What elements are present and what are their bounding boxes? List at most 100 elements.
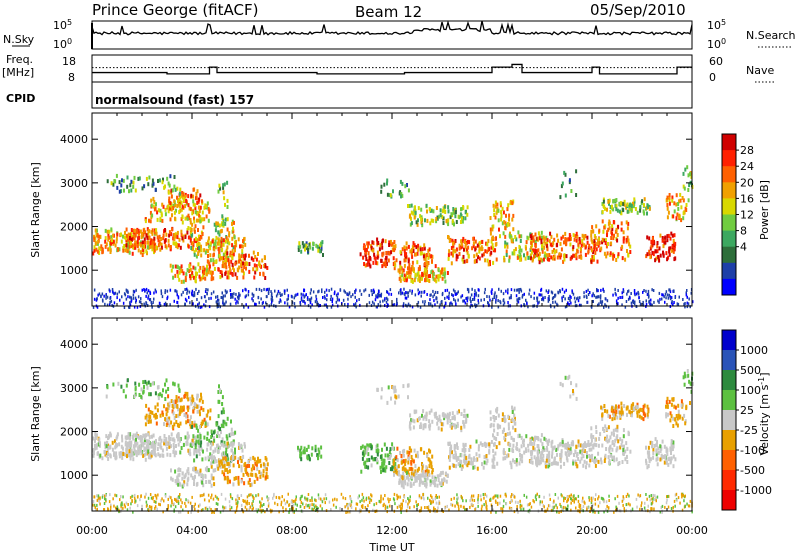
heatmap-cell [186, 419, 189, 424]
heatmap-cell [191, 274, 194, 278]
heatmap-cell [541, 244, 543, 248]
heatmap-cell [555, 461, 557, 466]
heatmap-cell [220, 410, 223, 415]
heatmap-cell [197, 252, 200, 256]
heatmap-cell [467, 461, 470, 466]
heatmap-cell [518, 297, 521, 301]
heatmap-cell [579, 249, 582, 254]
heatmap-cell [201, 473, 203, 478]
heatmap-cell [428, 302, 430, 306]
heatmap-cell [585, 451, 588, 455]
heatmap-cell [146, 235, 149, 240]
heatmap-cell [408, 424, 411, 429]
heatmap-cell [390, 239, 392, 244]
heatmap-cell [591, 458, 594, 462]
heatmap-cell [593, 239, 596, 243]
heatmap-cell [454, 249, 457, 254]
heatmap-cell [115, 236, 118, 241]
heatmap-cell [490, 239, 493, 244]
heatmap-cell [380, 294, 382, 298]
heatmap-cell [129, 295, 131, 299]
heatmap-cell [497, 305, 500, 309]
heatmap-cell [147, 229, 150, 234]
heatmap-cell [151, 305, 153, 309]
heatmap-cell [153, 230, 156, 235]
heatmap-cell [545, 243, 548, 248]
heatmap-cell [120, 232, 122, 237]
heatmap-cell [114, 439, 116, 444]
heatmap-cell [502, 303, 505, 307]
heatmap-cell [122, 178, 125, 183]
heatmap-cell [396, 465, 399, 470]
heatmap-cell [200, 253, 203, 258]
heatmap-cell [133, 228, 136, 233]
heatmap-cell [658, 300, 660, 304]
heatmap-cell [224, 260, 227, 265]
heatmap-cell [186, 287, 188, 291]
heatmap-cell [226, 227, 229, 232]
heatmap-cell [688, 297, 690, 301]
heatmap-cell [428, 426, 431, 431]
heatmap-cell [503, 258, 506, 263]
heatmap-cell [152, 241, 155, 246]
heatmap-cell [510, 288, 513, 292]
heatmap-cell [614, 427, 617, 432]
heatmap-cell [176, 476, 179, 481]
heatmap-cell [157, 243, 160, 248]
heatmap-cell [409, 413, 412, 418]
heatmap-cell [409, 213, 412, 218]
heatmap-cell [232, 245, 235, 250]
heatmap-cell [231, 255, 234, 260]
heatmap-cell [203, 205, 206, 210]
heatmap-cell [452, 210, 455, 215]
heatmap-cell [178, 437, 181, 442]
heatmap-cell [564, 445, 567, 450]
heatmap-cell [224, 271, 227, 276]
heatmap-cell [384, 297, 386, 301]
heatmap-cell [421, 247, 424, 252]
heatmap-cell [217, 466, 220, 471]
heatmap-cell [559, 459, 562, 464]
heatmap-cell [192, 467, 194, 472]
heatmap-cell [647, 289, 650, 293]
heatmap-cell [231, 219, 234, 224]
heatmap-cell [128, 453, 131, 458]
heatmap-cell [288, 305, 291, 309]
heatmap-cell [455, 302, 457, 306]
heatmap-cell [570, 189, 573, 193]
heatmap-cell [430, 254, 433, 259]
heatmap-cell [229, 442, 232, 447]
heatmap-cell [163, 303, 166, 307]
heatmap-cell [218, 246, 221, 251]
heatmap-cell [106, 229, 109, 234]
heatmap-cell [382, 468, 385, 473]
heatmap-cell [155, 202, 157, 207]
heatmap-cell [431, 475, 434, 480]
heatmap-cell [160, 211, 163, 216]
heatmap-cell [448, 297, 450, 300]
heatmap-cell [457, 455, 460, 460]
heatmap-cell [141, 253, 144, 257]
heatmap-cell [587, 293, 590, 296]
heatmap-cell [508, 442, 511, 447]
heatmap-cell [205, 204, 208, 209]
heatmap-cell [127, 249, 130, 254]
heatmap-cell [563, 443, 566, 448]
heatmap-cell [201, 269, 204, 274]
heatmap-cell [248, 253, 250, 258]
heatmap-cell [446, 288, 449, 292]
heatmap-cell [190, 246, 193, 250]
heatmap-cell [626, 460, 629, 464]
heatmap-cell [227, 255, 230, 260]
heatmap-cell [600, 246, 603, 251]
heatmap-cell [463, 424, 466, 429]
heatmap-cell [590, 248, 593, 253]
heatmap-cell [398, 291, 400, 295]
heatmap-cell [512, 213, 515, 218]
heatmap-cell [537, 301, 539, 305]
heatmap-cell [192, 275, 195, 280]
heatmap-cell [159, 444, 162, 449]
heatmap-cell [467, 288, 470, 292]
heatmap-cell [520, 234, 523, 239]
heatmap-cell [216, 302, 219, 306]
